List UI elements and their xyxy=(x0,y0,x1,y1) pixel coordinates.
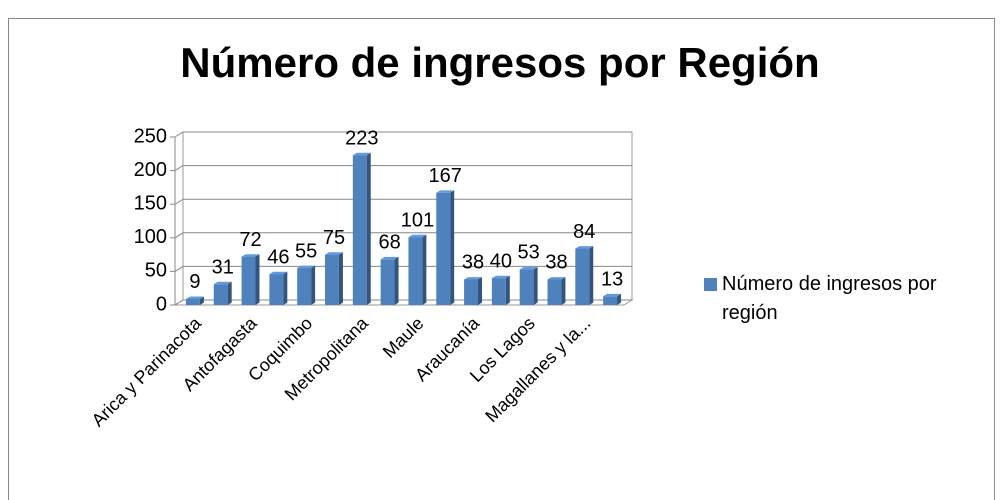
bar-side xyxy=(450,190,455,305)
data-label: 13 xyxy=(601,269,623,291)
grid-line xyxy=(174,131,632,138)
bar-side xyxy=(283,271,288,305)
bar xyxy=(464,279,478,305)
bar-side xyxy=(477,277,482,305)
data-label: 167 xyxy=(429,165,462,187)
bar xyxy=(352,155,367,305)
bar-side xyxy=(617,293,622,305)
bar-side xyxy=(589,246,594,305)
data-label: 72 xyxy=(239,229,261,251)
bar-side xyxy=(533,266,538,305)
y-tick-label: 100 xyxy=(134,226,167,248)
data-label: 9 xyxy=(189,271,200,293)
y-tick-label: 250 xyxy=(134,125,167,147)
bar xyxy=(213,284,228,305)
bar xyxy=(408,237,423,305)
bar-top xyxy=(185,296,204,299)
bar xyxy=(491,278,506,305)
bar-top xyxy=(603,293,622,297)
data-label: 223 xyxy=(345,127,378,149)
bar xyxy=(297,268,312,305)
grid-line xyxy=(174,232,632,239)
bar-top xyxy=(436,190,455,193)
bar-side xyxy=(338,252,343,305)
bar-top xyxy=(547,277,566,280)
grid-line xyxy=(174,299,632,306)
bar-top xyxy=(464,277,482,280)
bar xyxy=(325,254,339,305)
bar-top xyxy=(213,281,232,285)
y-tick-label: 150 xyxy=(134,192,167,214)
bar-side xyxy=(394,256,399,305)
data-label: 55 xyxy=(295,240,317,262)
bar-top xyxy=(269,271,288,275)
grid-line xyxy=(174,198,632,205)
data-label: 40 xyxy=(490,250,512,272)
bar-top xyxy=(408,234,427,238)
chart-title: Número de ingresos por Región xyxy=(180,39,819,86)
bar-top xyxy=(575,246,594,249)
bar-side xyxy=(422,234,427,305)
bar-side xyxy=(366,152,371,305)
data-label: 101 xyxy=(401,209,434,231)
bar-side xyxy=(255,254,260,305)
data-label: 46 xyxy=(267,246,289,268)
bar-top xyxy=(325,252,343,255)
bar-side xyxy=(199,296,204,305)
data-label: 84 xyxy=(573,221,595,243)
data-label: 53 xyxy=(518,242,540,264)
bar xyxy=(185,298,200,305)
y-tick-label: 0 xyxy=(156,293,167,315)
bar xyxy=(241,256,256,305)
legend: Número de ingresos por región xyxy=(704,270,984,328)
bar-side xyxy=(561,277,566,305)
data-label: 68 xyxy=(378,232,400,254)
bar-top xyxy=(352,152,371,156)
y-tick-label: 200 xyxy=(134,159,167,181)
bar-top xyxy=(297,265,316,269)
bar xyxy=(603,296,618,305)
bar-side xyxy=(227,281,232,305)
data-label: 38 xyxy=(545,252,567,274)
bar xyxy=(269,274,284,305)
grid-line xyxy=(174,165,632,172)
legend-swatch xyxy=(704,278,717,291)
bar-top xyxy=(519,266,538,270)
data-label: 38 xyxy=(462,252,484,274)
bar-top xyxy=(241,254,260,257)
y-tick-label: 50 xyxy=(145,260,167,282)
chart-frame xyxy=(8,18,995,500)
legend-label: Número de ingresos por región xyxy=(722,273,937,324)
bar-top xyxy=(380,256,399,260)
bar-side xyxy=(505,275,510,305)
bar-side xyxy=(311,265,316,305)
bar xyxy=(519,269,534,305)
bar xyxy=(547,279,562,305)
bar xyxy=(575,248,590,305)
data-label: 75 xyxy=(323,227,345,249)
data-label: 31 xyxy=(212,256,234,278)
bar xyxy=(436,192,451,305)
bar xyxy=(380,259,395,305)
bar-top xyxy=(491,275,510,279)
grid-line xyxy=(174,265,632,272)
